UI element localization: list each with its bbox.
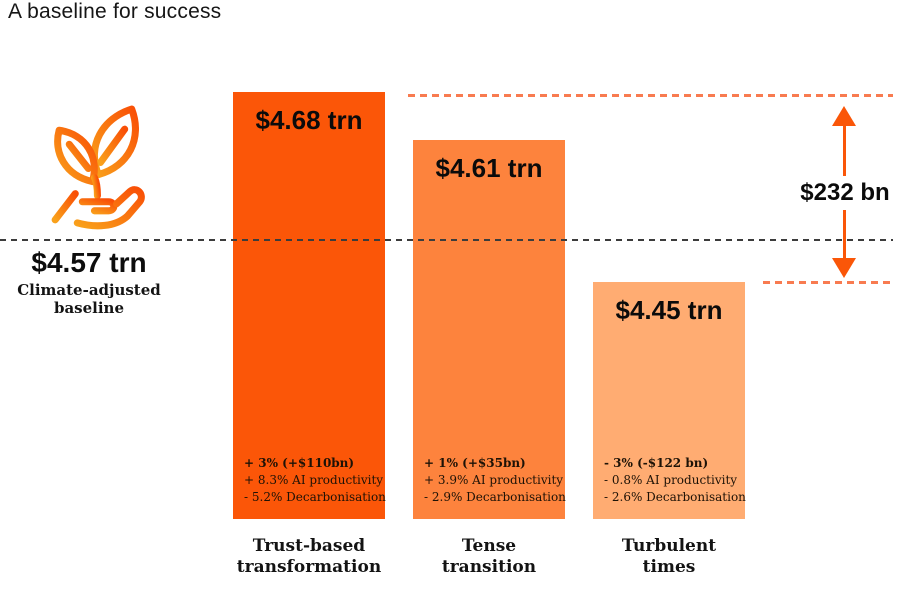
arrow-down-icon — [832, 258, 856, 278]
bar-trust-based-transformation: $4.68 trn + 3% (+$110bn) + 8.3% AI produ… — [233, 92, 386, 519]
breakdown-total: + 1% (+$35bn) — [424, 456, 526, 470]
breakdown-ai: - 0.8% AI productivity — [604, 473, 738, 487]
breakdown-decarbonisation: - 2.9% Decarbonisation — [424, 490, 566, 504]
category-line2: transformation — [236, 557, 382, 577]
category-line1: Tense — [461, 536, 517, 556]
bar-breakdown: + 3% (+$110bn) + 8.3% AI productivity - … — [244, 455, 386, 506]
top-scenario-dashed-line — [408, 94, 893, 97]
bottom-scenario-dashed-line — [763, 281, 893, 284]
category-line2: times — [642, 557, 696, 577]
chart-title: A baseline for success — [8, 0, 222, 23]
bar-tense-transition: $4.61 trn + 1% (+$35bn) + 3.9% AI produc… — [413, 140, 566, 519]
baseline-dashed-line — [0, 239, 893, 241]
bar-breakdown: + 1% (+$35bn) + 3.9% AI productivity - 2… — [424, 455, 566, 506]
category-line1: Trust-based — [252, 536, 366, 556]
breakdown-total: + 3% (+$110bn) — [244, 456, 355, 470]
bar-value-label: $4.68 trn — [255, 105, 363, 135]
bar-breakdown: - 3% (-$122 bn) - 0.8% AI productivity -… — [604, 455, 746, 506]
category-line1: Turbulent — [621, 536, 717, 556]
breakdown-ai: + 3.9% AI productivity — [424, 473, 564, 487]
baseline-value-label: $4.57 trn — [31, 247, 147, 278]
bar-value-label: $4.61 trn — [435, 153, 543, 183]
category-line2: transition — [441, 557, 537, 577]
arrow-up-icon — [832, 106, 856, 126]
breakdown-total: - 3% (-$122 bn) — [604, 456, 709, 470]
baseline-caption: Climate-adjusted baseline — [8, 281, 170, 317]
bar-turbulent-times: $4.45 trn - 3% (-$122 bn) - 0.8% AI prod… — [593, 282, 746, 519]
baseline-caption-line2: baseline — [53, 299, 125, 317]
breakdown-ai: + 8.3% AI productivity — [244, 473, 384, 487]
category-label-tense-transition: Tense transition — [403, 536, 575, 578]
hand-holding-leaves-icon — [51, 105, 145, 230]
difference-value-label: $232 bn — [773, 176, 900, 210]
category-label-trust-based-transformation: Trust-based transformation — [223, 536, 395, 578]
baseline-caption-line1: Climate-adjusted — [17, 281, 161, 299]
bar-value-label: $4.45 trn — [615, 295, 723, 325]
breakdown-decarbonisation: - 5.2% Decarbonisation — [244, 490, 386, 504]
category-label-turbulent-times: Turbulent times — [583, 536, 755, 578]
breakdown-decarbonisation: - 2.6% Decarbonisation — [604, 490, 746, 504]
